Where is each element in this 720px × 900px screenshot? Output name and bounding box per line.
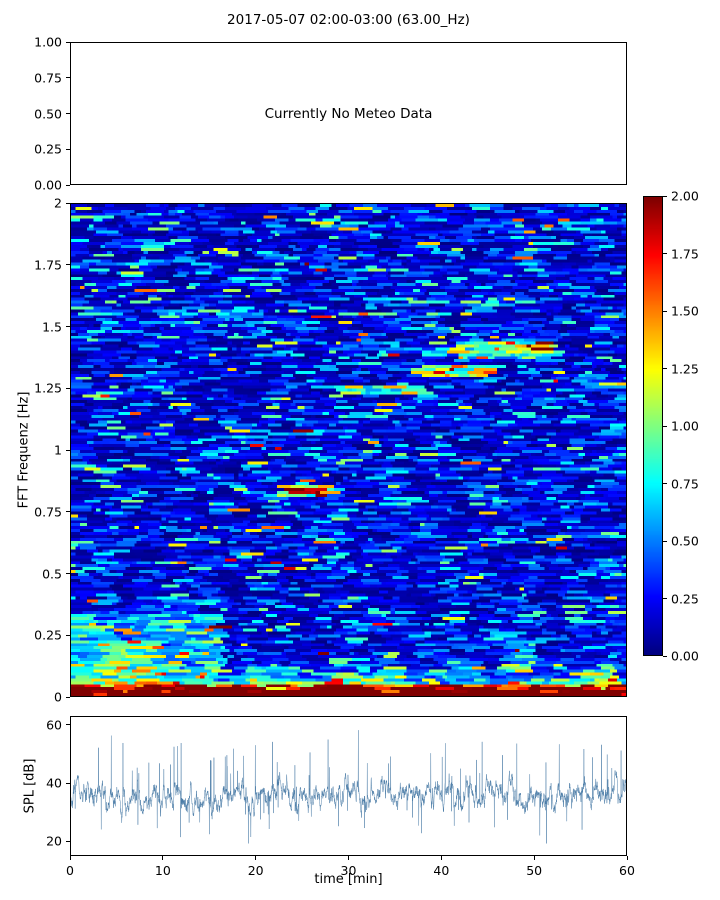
tick-mark [66, 840, 70, 842]
tick-mark [66, 148, 70, 150]
tick-mark [69, 856, 71, 860]
tick-label: 0 [66, 863, 74, 878]
tick-mark [663, 598, 667, 599]
tick-mark [663, 483, 667, 484]
tick-mark [66, 573, 70, 574]
tick-label: 0.25 [34, 141, 62, 157]
spl-ylabel: SPL [dB] [22, 758, 38, 814]
tick-mark [66, 696, 70, 698]
tick-mark [663, 425, 667, 427]
tick-label: 1.00 [671, 418, 699, 434]
colorbar [643, 196, 663, 656]
tick-mark [663, 310, 667, 312]
tick-mark [663, 253, 667, 254]
spectrogram-heatmap [71, 204, 626, 696]
tick-label: 60 [619, 863, 635, 878]
tick-mark [663, 655, 667, 657]
tick-label: 60 [46, 717, 62, 733]
tick-mark [255, 856, 257, 860]
tick-label: 1.75 [34, 257, 62, 273]
tick-mark [663, 540, 667, 542]
tick-label: 0.50 [34, 106, 62, 121]
tick-mark [66, 449, 70, 451]
tick-label: 2.00 [671, 188, 699, 204]
tick-label: 10 [154, 863, 171, 878]
tick-mark [162, 856, 164, 860]
tick-mark [626, 856, 628, 860]
tick-label: 1.25 [671, 361, 699, 376]
tick-label: 2 [54, 195, 62, 211]
tick-label: 1.75 [671, 246, 699, 261]
tick-mark [66, 113, 70, 114]
tick-mark [663, 195, 667, 197]
tick-mark [66, 724, 70, 726]
spectrogram-panel [70, 203, 627, 697]
tick-label: 1 [54, 442, 62, 458]
tick-label: 1.00 [34, 34, 62, 50]
tick-label: 20 [46, 833, 62, 849]
tick-mark [440, 856, 442, 860]
tick-mark [66, 202, 70, 204]
tick-label: 0 [54, 689, 62, 705]
tick-mark [66, 782, 70, 784]
tick-label: 0.00 [671, 648, 699, 664]
tick-label: 0.75 [671, 476, 699, 491]
spectrogram-ylabel: FFT Frequenz [Hz] [16, 391, 32, 509]
no-meteo-annotation: Currently No Meteo Data [264, 105, 433, 122]
tick-label: 40 [433, 863, 450, 878]
tick-label: 0.50 [671, 533, 699, 549]
meteo-panel: Currently No Meteo Data [70, 42, 627, 185]
tick-mark [66, 387, 70, 389]
tick-label: 0.00 [34, 177, 62, 193]
tick-label: 1.25 [34, 380, 62, 396]
time-xlabel: time [min] [314, 872, 383, 887]
tick-mark [66, 184, 70, 186]
tick-mark [66, 326, 70, 327]
tick-label: 50 [526, 863, 543, 878]
tick-label: 0.25 [671, 591, 699, 606]
tick-mark [66, 264, 70, 266]
tick-label: 40 [46, 775, 62, 791]
figure-title: 2017-05-07 02:00-03:00 (63.00_Hz) [227, 12, 470, 28]
tick-label: 1.5 [42, 319, 62, 334]
tick-label: 0.75 [34, 504, 62, 520]
tick-mark [533, 856, 535, 860]
tick-label: 30 [340, 863, 357, 878]
tick-label: 0.75 [34, 70, 62, 86]
tick-mark [66, 511, 70, 513]
tick-label: 0.25 [34, 627, 62, 643]
spl-panel [70, 716, 627, 856]
colorbar-gradient [644, 197, 662, 655]
tick-label: 1.50 [671, 303, 699, 319]
tick-mark [66, 41, 70, 43]
tick-label: 20 [247, 863, 264, 878]
tick-mark [663, 368, 667, 369]
tick-mark [348, 856, 349, 860]
tick-label: 0.5 [42, 566, 62, 581]
spl-line-chart [71, 717, 626, 855]
tick-mark [66, 634, 70, 636]
tick-mark [66, 77, 70, 79]
